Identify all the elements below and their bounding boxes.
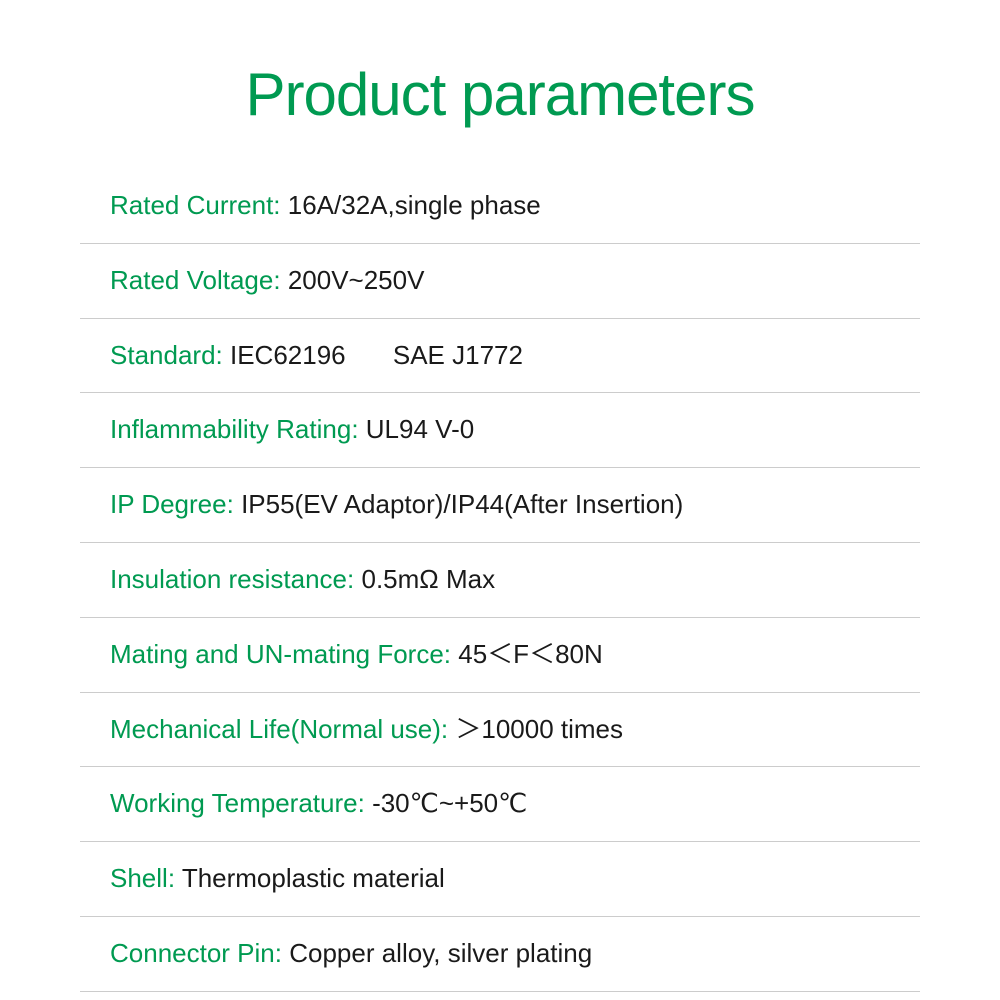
param-value: Copper alloy, silver plating xyxy=(289,938,592,968)
parameter-list: Rated Current: 16A/32A,single phase Rate… xyxy=(80,169,920,992)
param-row: Rated Voltage: 200V~250V xyxy=(80,244,920,319)
param-label: Shell: xyxy=(110,863,175,893)
param-value: 45＜F＜80N xyxy=(458,639,603,669)
param-value: Thermoplastic material xyxy=(182,863,445,893)
param-row: Connector Pin: Copper alloy, silver plat… xyxy=(80,917,920,992)
param-row: IP Degree: IP55(EV Adaptor)/IP44(After I… xyxy=(80,468,920,543)
param-value: -30℃~+50℃ xyxy=(372,788,527,818)
param-value: 200V~250V xyxy=(288,265,425,295)
param-value: IEC62196 xyxy=(230,340,346,370)
param-value: IP55(EV Adaptor)/IP44(After Insertion) xyxy=(241,489,683,519)
param-label: Rated Voltage: xyxy=(110,265,281,295)
param-label: Connector Pin: xyxy=(110,938,282,968)
param-label: Insulation resistance: xyxy=(110,564,354,594)
param-label: IP Degree: xyxy=(110,489,234,519)
param-row: Standard: IEC62196 SAE J1772 xyxy=(80,319,920,394)
param-value: 16A/32A,single phase xyxy=(288,190,541,220)
param-label: Working Temperature: xyxy=(110,788,365,818)
param-row: Inflammability Rating: UL94 V-0 xyxy=(80,393,920,468)
param-row: Insulation resistance: 0.5mΩ Max xyxy=(80,543,920,618)
param-value-secondary: SAE J1772 xyxy=(393,339,523,373)
param-row: Working Temperature: -30℃~+50℃ xyxy=(80,767,920,842)
param-label: Mating and UN-mating Force: xyxy=(110,639,451,669)
param-label: Standard: xyxy=(110,340,223,370)
param-row: Shell: Thermoplastic material xyxy=(80,842,920,917)
param-row: Mechanical Life(Normal use): ＞10000 time… xyxy=(80,693,920,768)
param-label: Mechanical Life(Normal use): xyxy=(110,714,448,744)
param-row: Mating and UN-mating Force: 45＜F＜80N xyxy=(80,618,920,693)
page-title: Product parameters xyxy=(80,60,920,129)
param-label: Rated Current: xyxy=(110,190,281,220)
param-value: UL94 V-0 xyxy=(366,414,474,444)
param-label: Inflammability Rating: xyxy=(110,414,359,444)
param-value: 0.5mΩ Max xyxy=(361,564,495,594)
param-row: Rated Current: 16A/32A,single phase xyxy=(80,169,920,244)
param-value: ＞10000 times xyxy=(455,714,623,744)
